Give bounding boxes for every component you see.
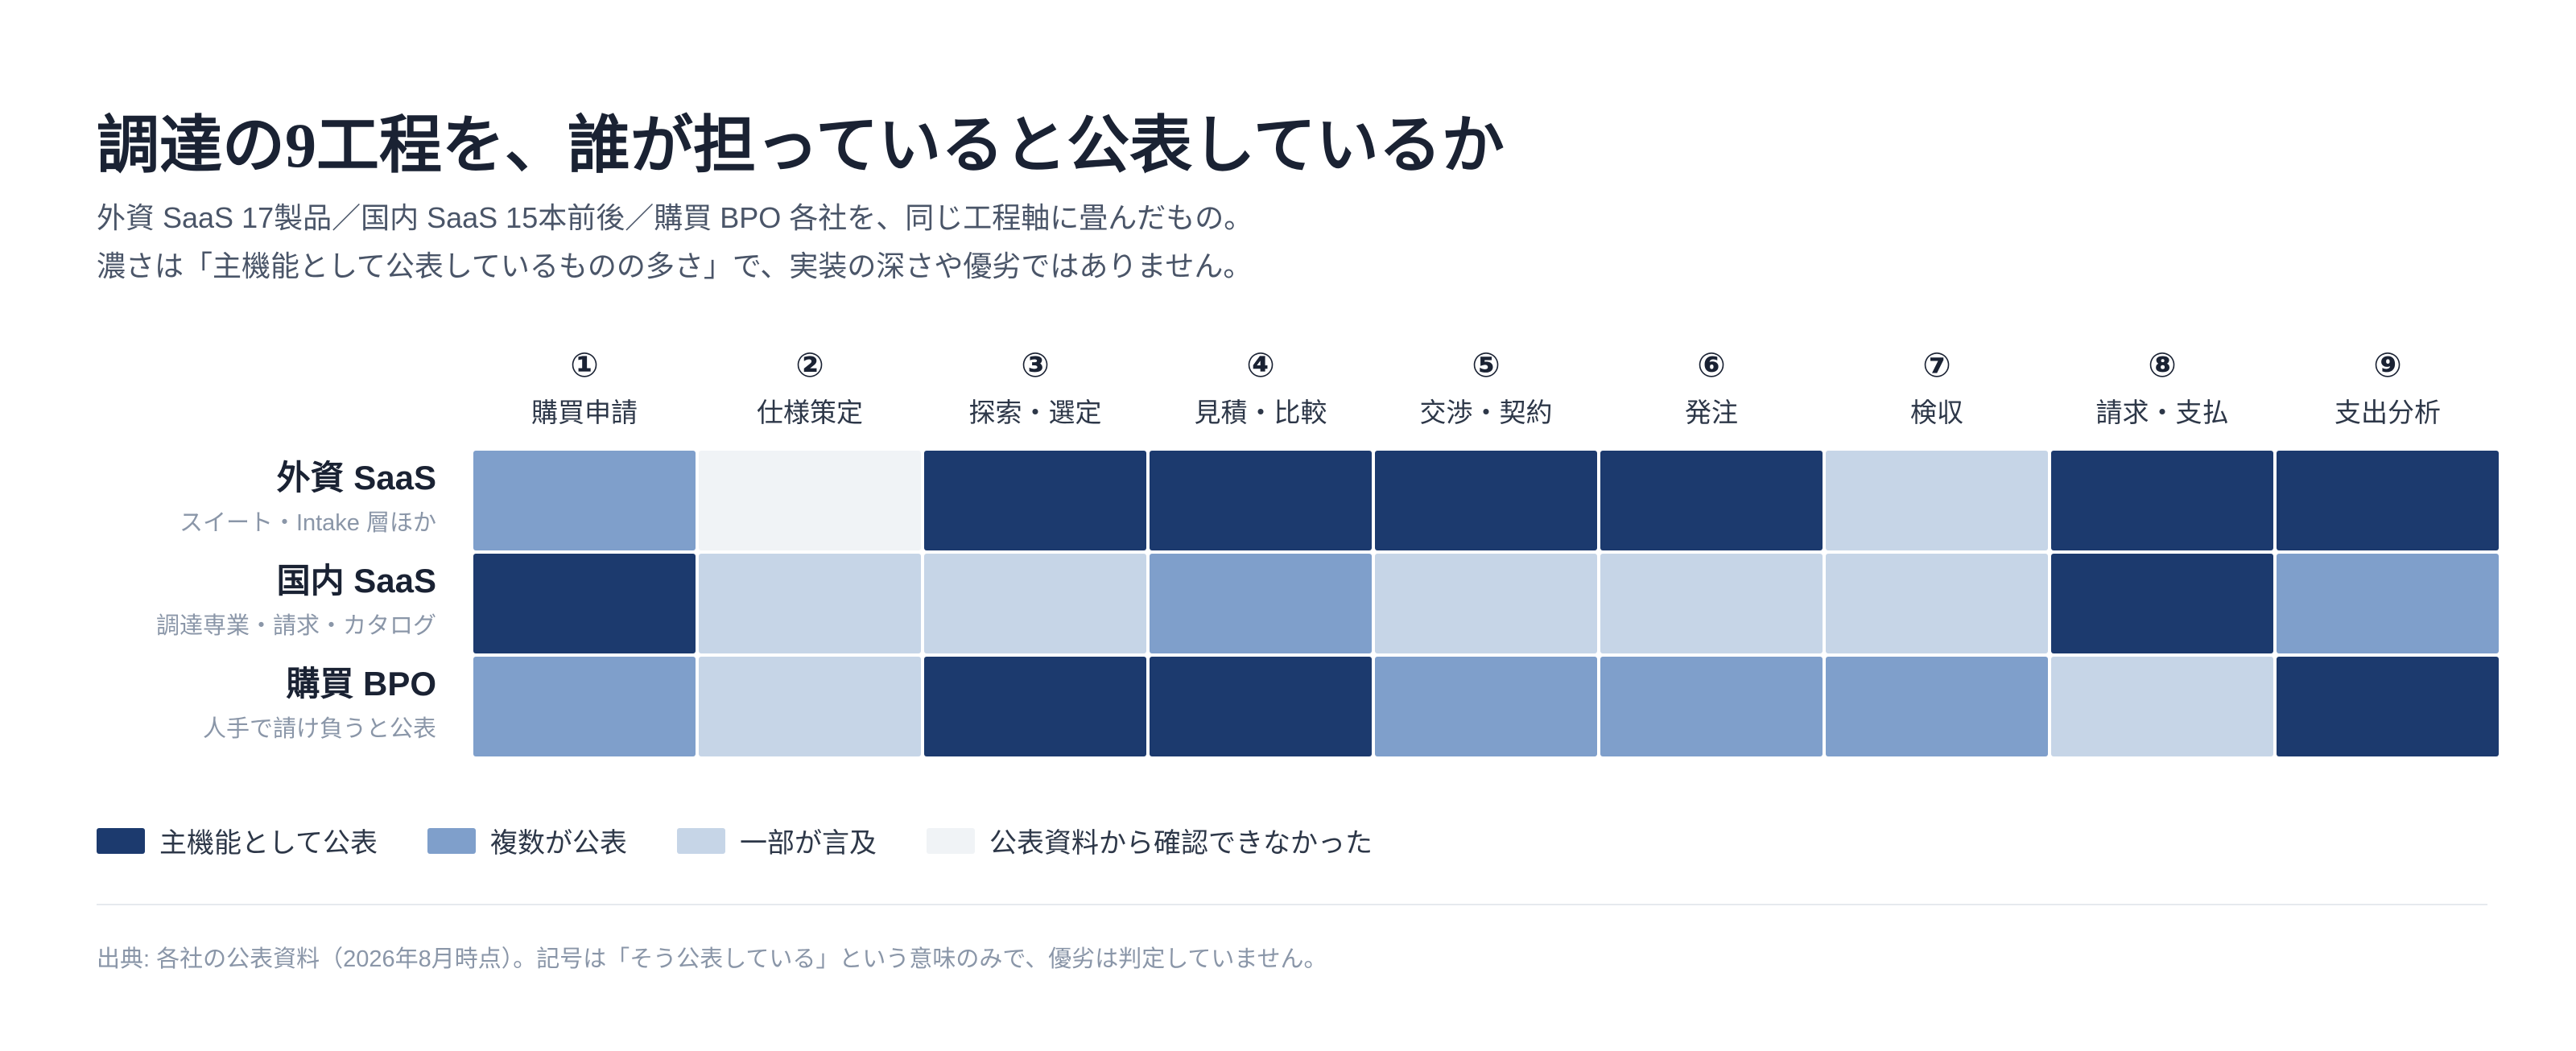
column-label: 支出分析 <box>2334 398 2441 427</box>
heatmap-cell <box>2277 554 2499 653</box>
column-header: ⑧ 請求・支払 <box>2051 346 2273 430</box>
legend: 主機能として公表 複数が公表 一部が言及 公表資料から確認できなかった <box>97 821 1422 860</box>
heatmap-cell <box>1826 554 2048 653</box>
column-header: ⑨ 支出分析 <box>2277 346 2499 430</box>
legend-label: 公表資料から確認できなかった <box>989 828 1373 859</box>
column-header: ② 仕様策定 <box>699 346 921 430</box>
heatmap-cell <box>1826 657 2048 756</box>
row-name: 国内 SaaS <box>276 562 436 600</box>
column-label: 仕様策定 <box>757 398 863 427</box>
heatmap-cell <box>699 451 921 550</box>
heatmap-cell <box>1375 657 1597 756</box>
heatmap-cell <box>1150 451 1372 550</box>
legend-label: 主機能として公表 <box>159 828 378 859</box>
column-number: ⑨ <box>2373 346 2402 384</box>
column-number: ⑦ <box>1922 346 1951 384</box>
row-header: 購買 BPO 人手で請け負うと公表 <box>18 663 436 744</box>
legend-item: 複数が公表 <box>427 821 627 860</box>
heatmap-cell <box>1600 554 1823 653</box>
column-label: 検収 <box>1910 398 1963 427</box>
legend-swatch <box>97 827 145 854</box>
heatmap-cell <box>473 451 696 550</box>
source-note: 出典: 各社の公表資料（2026年8月時点）。記号は「そう公表している」という意… <box>97 946 1327 972</box>
column-number: ③ <box>1021 346 1050 384</box>
column-header: ④ 見積・比較 <box>1150 346 1372 430</box>
column-number: ⑤ <box>1472 346 1501 384</box>
row-description: 人手で請け負うと公表 <box>202 716 436 742</box>
heatmap-cell <box>1150 554 1372 653</box>
heatmap-cell <box>699 657 921 756</box>
column-number: ⑧ <box>2148 346 2177 384</box>
heatmap-cell <box>1150 657 1372 756</box>
column-header: ① 購買申請 <box>473 346 696 430</box>
legend-label: 複数が公表 <box>489 828 627 859</box>
column-label: 交渉・契約 <box>1419 398 1553 427</box>
heatmap-cell <box>1600 451 1823 550</box>
row-header: 国内 SaaS 調達専業・請求・カタログ <box>18 560 436 641</box>
heatmap-cell <box>1600 657 1823 756</box>
divider <box>97 904 2487 905</box>
heatmap-cell <box>924 657 1146 756</box>
legend-item: 一部が言及 <box>676 821 877 860</box>
heatmap-cell <box>2277 451 2499 550</box>
heatmap-cell <box>924 451 1146 550</box>
legend-swatch <box>926 827 975 854</box>
heatmap-cell <box>473 554 696 653</box>
column-label: 請求・支払 <box>2095 398 2229 427</box>
column-number: ⑥ <box>1697 346 1726 384</box>
column-label: 購買申請 <box>531 398 638 427</box>
chart-subtitle-1: 外資 SaaS 17製品／国内 SaaS 15本前後／購買 BPO 各社を、同じ… <box>97 201 1253 234</box>
column-label: 発注 <box>1685 398 1738 427</box>
heatmap-cell <box>1826 451 2048 550</box>
heatmap-cell <box>2277 657 2499 756</box>
column-header: ⑤ 交渉・契約 <box>1375 346 1597 430</box>
row-name: 外資 SaaS <box>276 459 436 497</box>
column-label: 見積・比較 <box>1194 398 1327 427</box>
column-number: ② <box>795 346 824 384</box>
row-description: 調達専業・請求・カタログ <box>155 613 436 639</box>
chart-title: 調達の9工程を、誰が担っていると公表しているか <box>97 110 1505 180</box>
heatmap-cell <box>2051 451 2273 550</box>
heatmap-cell <box>1375 451 1597 550</box>
column-header: ③ 探索・選定 <box>924 346 1146 430</box>
legend-item: 主機能として公表 <box>97 821 378 860</box>
column-header: ⑦ 検収 <box>1826 346 2048 430</box>
legend-swatch <box>676 827 725 854</box>
heatmap-cell <box>924 554 1146 653</box>
heatmap-cell <box>1375 554 1597 653</box>
heatmap-cell <box>2051 657 2273 756</box>
legend-label: 一部が言及 <box>739 828 877 859</box>
column-header: ⑥ 発注 <box>1600 346 1823 430</box>
column-number: ① <box>570 346 599 384</box>
row-header: 外資 SaaS スイート・Intake 層ほか <box>18 457 436 538</box>
heatmap-cell <box>2051 554 2273 653</box>
row-description: スイート・Intake 層ほか <box>179 510 436 536</box>
legend-swatch <box>427 827 476 854</box>
legend-item: 公表資料から確認できなかった <box>926 821 1373 860</box>
chart-subtitle-2: 濃さは「主機能として公表しているものの多さ」で、実装の深さや優劣ではありません。 <box>97 249 1253 282</box>
heatmap-cell <box>699 554 921 653</box>
column-number: ④ <box>1246 346 1275 384</box>
row-name: 購買 BPO <box>286 665 436 703</box>
column-label: 探索・選定 <box>968 398 1102 427</box>
heatmap-cell <box>473 657 696 756</box>
